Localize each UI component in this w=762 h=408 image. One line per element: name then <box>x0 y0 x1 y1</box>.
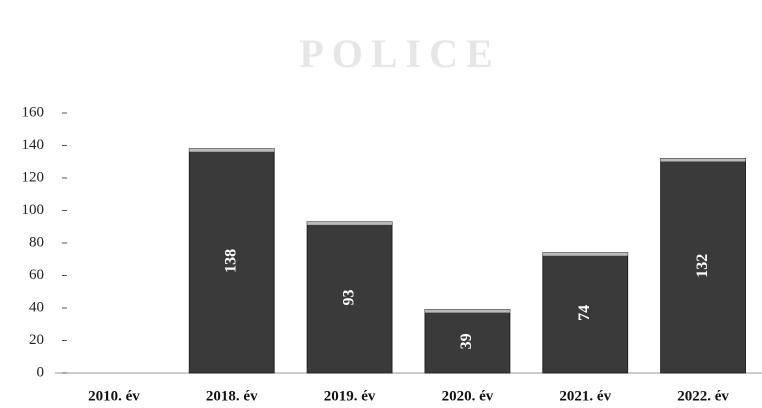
x-tick-label: 2010. év <box>88 388 140 404</box>
x-tick-label: 2021. év <box>559 388 611 404</box>
bar <box>542 252 629 374</box>
x-tick-label: 2022. év <box>677 388 729 404</box>
y-tick-label: 40 <box>29 299 44 315</box>
y-tick-label: 160 <box>22 104 45 120</box>
data-label: 132 <box>694 254 711 278</box>
bar-highlight <box>189 148 275 152</box>
x-tick-label: 2020. év <box>442 388 494 404</box>
bar-highlight <box>660 158 746 162</box>
y-tick-label: 60 <box>29 267 44 283</box>
bar <box>424 309 511 374</box>
y-tick-label: 0 <box>37 364 45 380</box>
data-label: 138 <box>222 249 239 273</box>
bar <box>660 158 747 374</box>
y-tick-label: 100 <box>22 202 45 218</box>
data-label: 74 <box>576 305 593 321</box>
y-tick-label: 140 <box>22 137 45 153</box>
watermark: POLICE <box>299 31 500 76</box>
y-tick-label: 20 <box>29 332 44 348</box>
x-tick-label: 2019. év <box>324 388 376 404</box>
bar-highlight <box>542 252 628 256</box>
x-tick-label: 2018. év <box>206 388 258 404</box>
y-tick-label: 80 <box>29 234 44 250</box>
y-tick-label: 120 <box>22 169 45 185</box>
bar-highlight <box>307 221 393 225</box>
data-label: 93 <box>340 289 357 305</box>
bar-highlight <box>424 309 510 313</box>
bar <box>306 221 393 374</box>
data-label: 39 <box>458 333 475 349</box>
